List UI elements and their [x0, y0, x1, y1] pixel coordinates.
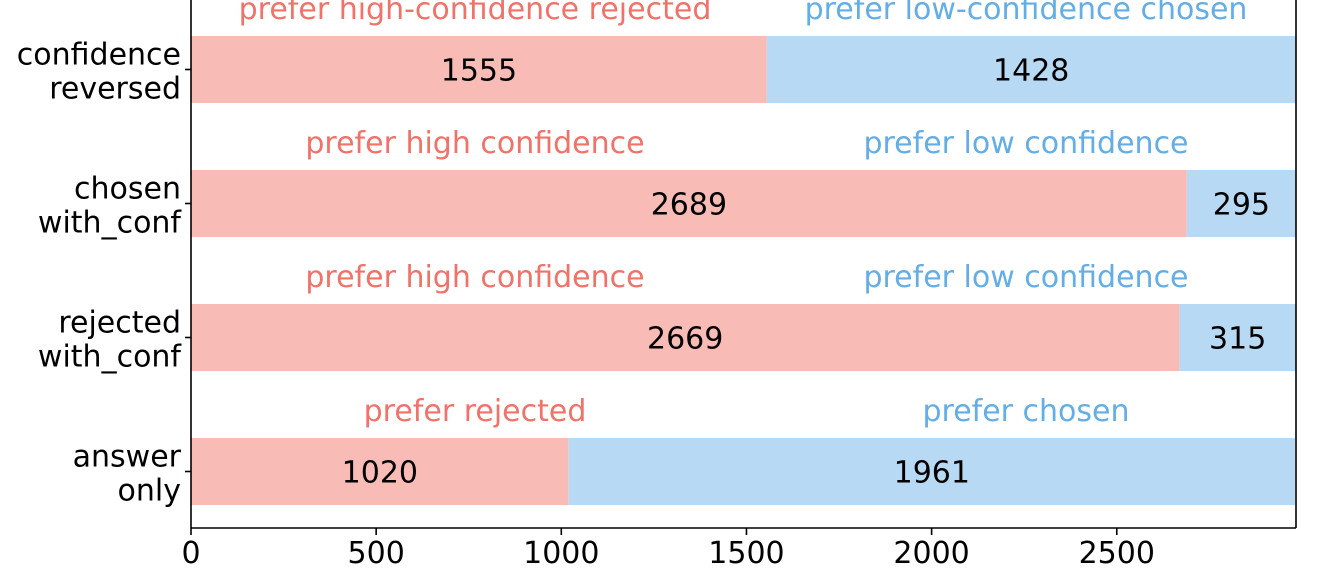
bars-layer [191, 36, 1296, 505]
labels-layer: 1555 1428 prefer high-confidence rejected p… [17, 0, 1270, 509]
x-tick-label: 0 [181, 536, 200, 571]
bar-right-segment [1186, 170, 1296, 237]
x-tick-label: 1500 [708, 536, 784, 571]
preference-label-right: prefer low-confidence chosen [805, 0, 1248, 27]
preference-label-left: prefer high-confidence rejected [239, 0, 712, 27]
preference-label-left: prefer high confidence [305, 126, 644, 161]
x-tick-label: 2000 [893, 536, 969, 571]
bar-left-segment [191, 36, 767, 103]
x-tick-label: 1000 [523, 536, 599, 571]
bar-right-value: 1428 [993, 54, 1069, 89]
bar-left-value: 2689 [651, 188, 727, 223]
x-tick-label: 500 [348, 536, 405, 571]
bar-right-segment [568, 438, 1295, 505]
bar-left-value: 2669 [647, 322, 723, 357]
preference-label-left: prefer rejected [364, 394, 587, 429]
category-label: rejected with_conf [38, 306, 183, 375]
bar-right-segment [1179, 304, 1296, 371]
axes-layer: 0 500 1000 1500 2000 2500 [181, 0, 1297, 571]
bar-left-value: 1020 [342, 456, 418, 491]
x-tick-label: 2500 [1079, 536, 1155, 571]
bar-right-segment [766, 36, 1296, 103]
bar-left-value: 1555 [441, 54, 517, 89]
bar-left-segment [191, 170, 1187, 237]
category-label: answer only [73, 440, 182, 509]
bar-right-value: 1961 [894, 456, 970, 491]
preference-label-right: prefer low confidence [863, 260, 1188, 295]
bar-left-segment [191, 438, 569, 505]
bar-left-segment [191, 304, 1180, 371]
category-label: confidence reversed [17, 38, 181, 107]
bar-right-value: 315 [1209, 322, 1266, 357]
category-label: chosen with_conf [38, 172, 183, 241]
preference-label-right: prefer low confidence [863, 126, 1188, 161]
bar-right-value: 295 [1213, 188, 1270, 223]
preference-label-left: prefer high confidence [305, 260, 644, 295]
preference-label-right: prefer chosen [922, 394, 1129, 429]
